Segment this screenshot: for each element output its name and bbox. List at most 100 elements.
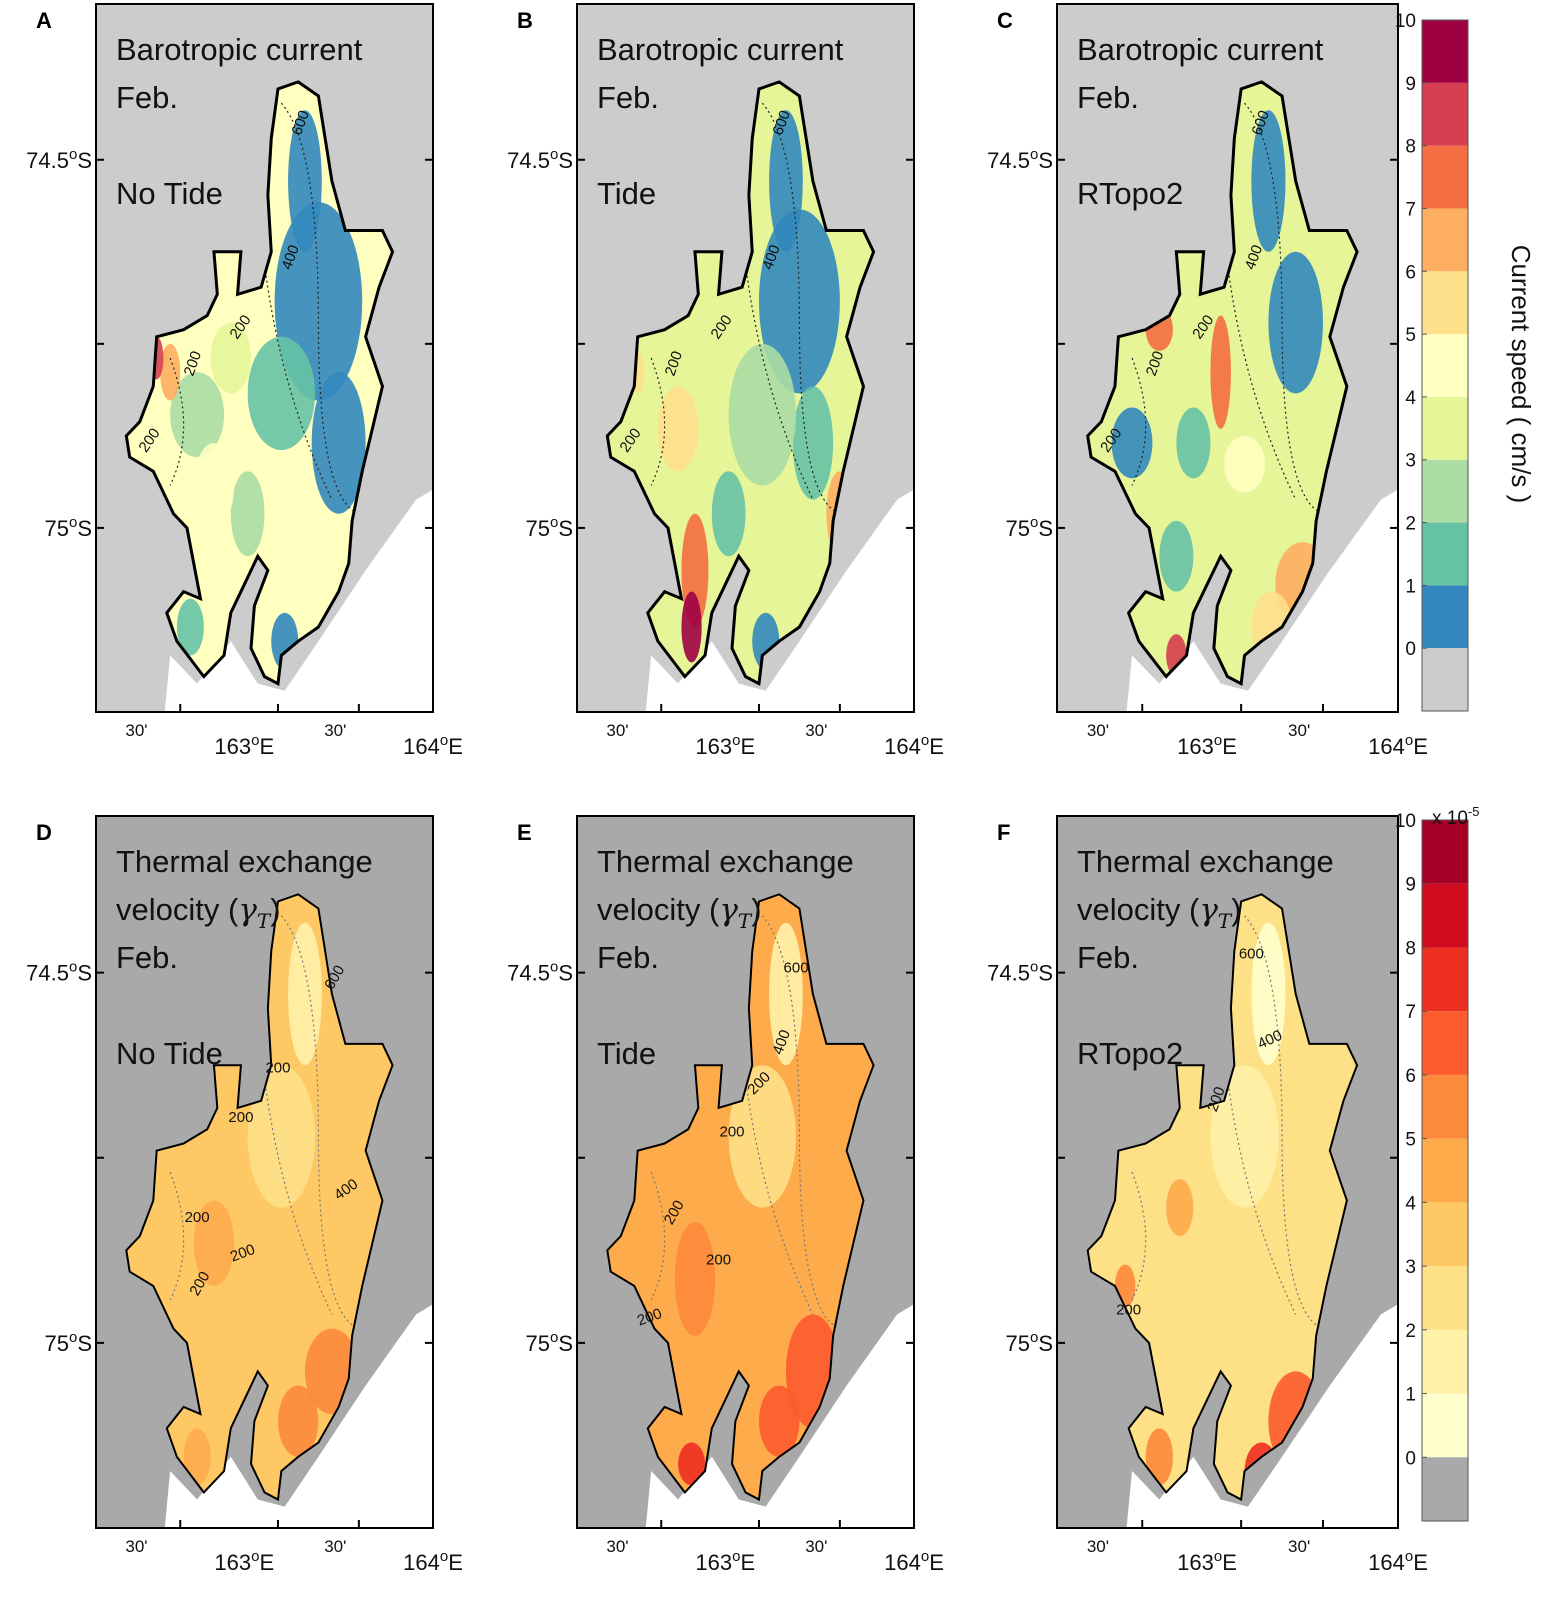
panel-annotation: Tide (597, 176, 656, 211)
lat-tick-label: 75oS (44, 514, 92, 541)
colorbar-tick-label: 3 (1405, 451, 1416, 472)
colorbar-tick-label: 10 (1395, 811, 1416, 832)
lon-minute-label: 30' (805, 1537, 827, 1556)
lon-minute-label: 30' (125, 721, 147, 740)
field-patch (160, 343, 181, 401)
field-patch (674, 1221, 716, 1336)
lon-tick-label: 164oE (1368, 732, 1428, 759)
field-patch (1145, 1428, 1173, 1486)
open-ocean (164, 489, 433, 712)
lon-minute-label: 30' (125, 1537, 147, 1556)
colorbar-swatch (1422, 883, 1468, 948)
map-frame (576, 815, 915, 1529)
field-patch (193, 1200, 235, 1286)
colorbar-tick-label: 4 (1405, 1193, 1416, 1214)
colorbar-swatch (1422, 145, 1468, 209)
colorbar-land-swatch (1422, 648, 1468, 711)
panel-annotation: velocity (γT) (1077, 892, 1242, 933)
open-ocean (645, 489, 914, 712)
coast-land (880, 216, 914, 458)
panel-letter: A (36, 8, 52, 33)
field-patch (247, 1065, 316, 1208)
lat-tick-label: 74.5oS (987, 146, 1053, 173)
isobath-line (650, 357, 666, 486)
colorbar-swatch (1422, 1266, 1468, 1330)
isobath-line (761, 915, 841, 1330)
field-patch (1176, 407, 1211, 479)
contour-label: 200 (706, 1252, 731, 1269)
field-patch (183, 1428, 211, 1486)
field-patch (311, 372, 366, 514)
contour-label: 200 (720, 1123, 745, 1140)
ice-shelf-outline (1086, 893, 1359, 1502)
panel-letter: E (517, 820, 532, 845)
panel-annotation: Barotropic current (597, 32, 844, 67)
panel-annotation: Thermal exchange (597, 844, 854, 879)
contour-label: 600 (784, 960, 809, 977)
colorbar-swatch (1422, 1138, 1468, 1203)
lon-minute-label: 30' (606, 721, 628, 740)
colorbar-tick-label: 10 (1395, 11, 1416, 32)
panel-annotation: No Tide (116, 1036, 223, 1071)
lon-tick-label: 163oE (214, 1548, 274, 1575)
ice-shelf-outline (606, 893, 875, 1502)
panel-annotation: Feb. (597, 80, 659, 115)
lat-tick-label: 75oS (525, 514, 573, 541)
isobath-line (1131, 1171, 1147, 1301)
lat-tick-label: 75oS (1005, 1329, 1053, 1356)
isobath-line (1244, 102, 1324, 515)
panel-annotation: RTopo2 (1077, 1036, 1183, 1071)
colorbar-tick-label: 6 (1405, 1066, 1416, 1087)
isobath-line (761, 102, 841, 515)
coast-land (399, 1029, 433, 1272)
field-patch (170, 372, 225, 458)
lon-tick-label: 163oE (1177, 732, 1237, 759)
field-patch (277, 1385, 319, 1457)
lon-minute-label: 30' (324, 1537, 346, 1556)
field-patch (176, 598, 204, 656)
open-ocean (645, 1304, 914, 1528)
colorbar-tick-label: 8 (1405, 938, 1416, 959)
panel-annotation: Feb. (116, 80, 178, 115)
colorbar-swatch (1422, 271, 1468, 335)
panel-letter: D (36, 820, 52, 845)
lat-tick-label: 74.5oS (507, 959, 573, 986)
panel-annotation: Thermal exchange (116, 844, 373, 879)
field-patch (1268, 251, 1323, 394)
isobath-line (1131, 357, 1147, 486)
panel-letter: B (517, 8, 533, 33)
lon-minute-label: 30' (1087, 721, 1109, 740)
colorbar-tick-label: 2 (1405, 1321, 1416, 1342)
map-frame (1056, 815, 1399, 1529)
isobath-line (169, 1171, 185, 1301)
lat-tick-label: 74.5oS (987, 959, 1053, 986)
colorbar-tick-label: 3 (1405, 1257, 1416, 1278)
lon-tick-label: 163oE (695, 1548, 755, 1575)
map-frame (95, 815, 434, 1529)
lat-tick-label: 75oS (44, 1329, 92, 1356)
lon-tick-label: 164oE (884, 1548, 944, 1575)
ice-shelf-outline (124, 80, 395, 687)
ice-shelf-outline (125, 893, 394, 1502)
lat-tick-label: 75oS (1005, 514, 1053, 541)
lon-tick-label: 164oE (1368, 1548, 1428, 1575)
colorbar-tick-label: 9 (1405, 875, 1416, 896)
panel-annotation: Feb. (116, 940, 178, 975)
field-patch (728, 1065, 797, 1208)
panel-letter: F (997, 820, 1010, 845)
colorbar-gamma-multiplier: x 10-5 (1432, 804, 1479, 829)
colorbar-tick-label: 1 (1405, 1385, 1416, 1406)
coast-land (1363, 216, 1398, 458)
field-patch (230, 471, 265, 557)
colorbar-tick-label: 0 (1405, 639, 1416, 660)
colorbar-swatch (1422, 1393, 1468, 1458)
panel-annotation: No Tide (116, 176, 223, 211)
panel-annotation: Feb. (1077, 940, 1139, 975)
panel-annotation: Thermal exchange (1077, 844, 1334, 879)
lon-tick-label: 163oE (695, 732, 755, 759)
colorbar-swatch (1422, 334, 1468, 397)
lon-tick-label: 163oE (214, 732, 274, 759)
